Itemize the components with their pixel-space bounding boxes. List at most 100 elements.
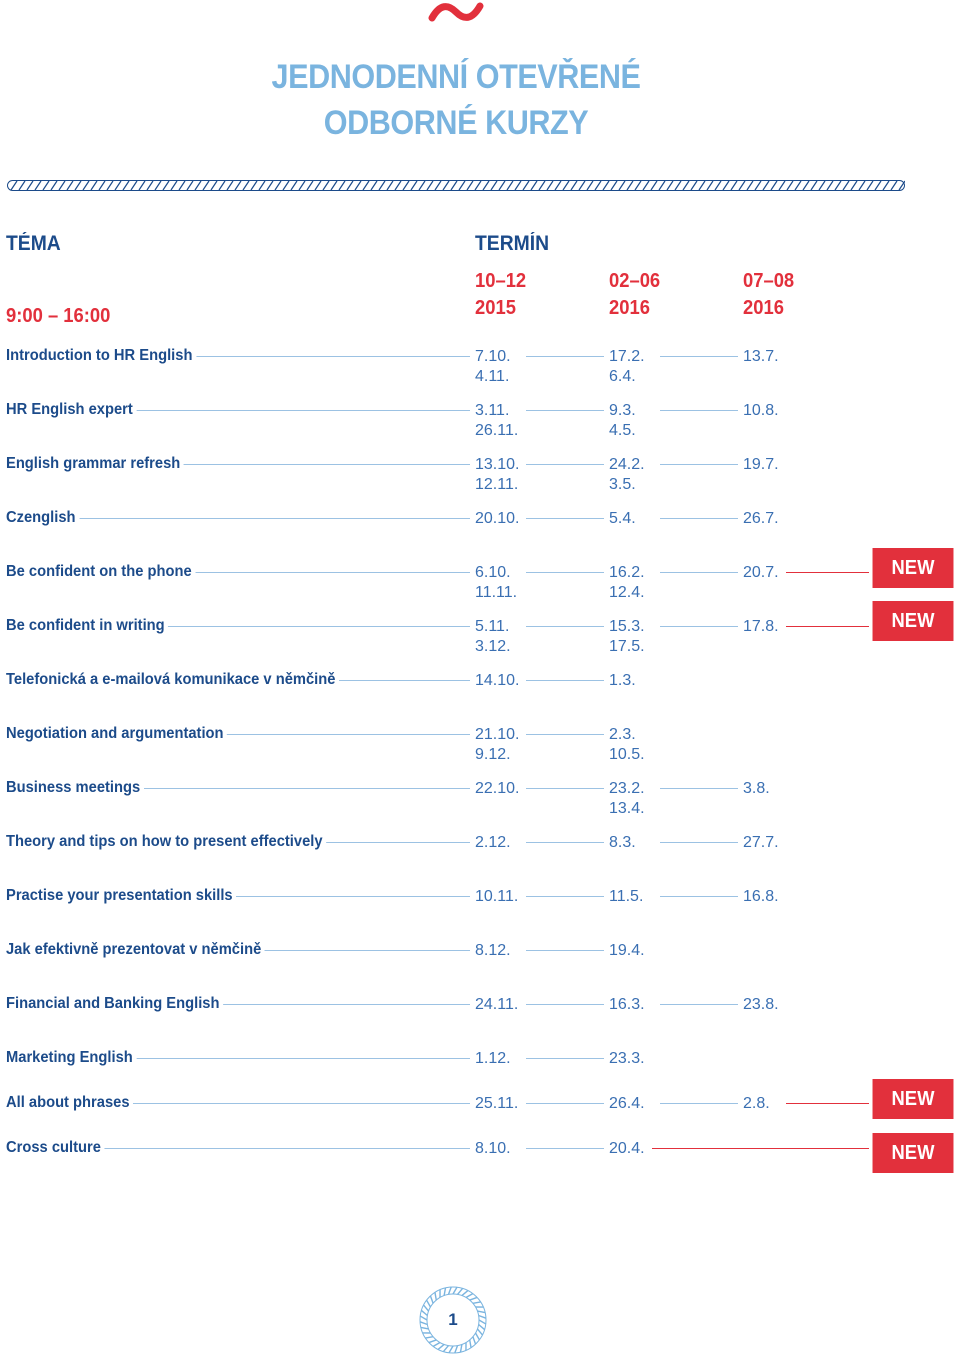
- course-date-3: 20.7.: [743, 564, 779, 581]
- rope-circle-icon: [419, 1286, 487, 1354]
- new-badge: NEW: [872, 548, 954, 588]
- course-date-1: 8.12.: [475, 942, 511, 959]
- time-label: 9:00 – 16:00: [6, 305, 111, 327]
- tilde-ornament: [428, 2, 484, 22]
- course-name: Jak efektivně prezentovat v němčině: [6, 941, 265, 959]
- course-date-1: 14.10.: [475, 672, 520, 689]
- leader-line: [176, 464, 470, 465]
- course-date-1: 1.12.: [475, 1050, 511, 1067]
- leader-line: [526, 950, 604, 951]
- course-name: Practise your presentation skills: [6, 887, 237, 905]
- leader-line: [660, 518, 738, 519]
- course-date-1: 10.11.: [475, 888, 519, 905]
- course-row: Negotiation and argumentation 21.10. 9.12…: [0, 725, 960, 769]
- course-date-1: 3.11. 26.11.: [475, 402, 519, 439]
- leader-line: [786, 626, 869, 627]
- leader-line: [660, 464, 738, 465]
- leader-line: [660, 410, 738, 411]
- leader-line: [660, 356, 738, 357]
- leader-line: [526, 788, 604, 789]
- course-date-1: 5.11. 3.12.: [475, 618, 511, 655]
- period-1-range: 10–12: [475, 270, 527, 292]
- topic-header: TÉMA: [6, 232, 61, 255]
- leader-line: [214, 1004, 470, 1005]
- course-name: English grammar refresh: [6, 455, 184, 473]
- leader-line: [526, 1004, 604, 1005]
- course-row: Financial and Banking English 24.11. 16.3.…: [0, 995, 960, 1039]
- rope-divider: [7, 180, 905, 191]
- leader-line: [526, 896, 604, 897]
- course-row: Cross culture 8.10. 20.4.: [0, 1139, 960, 1183]
- leader-line: [184, 356, 470, 357]
- course-date-1: 20.10.: [475, 510, 520, 527]
- course-date-2: 8.3.: [609, 834, 636, 851]
- course-name: Czenglish: [6, 509, 80, 527]
- leader-line: [326, 680, 470, 681]
- leader-line: [652, 1148, 869, 1149]
- course-name: Introduction to HR English: [6, 347, 197, 365]
- period-3: 07–08 2016: [743, 268, 794, 322]
- leader-line: [526, 734, 604, 735]
- new-badge: NEW: [872, 1079, 954, 1119]
- course-date-2: 19.4.: [609, 942, 645, 959]
- leader-line: [76, 518, 470, 519]
- course-date-3: 10.8.: [743, 402, 779, 419]
- leader-line: [310, 842, 470, 843]
- course-row: Practise your presentation skills 10.11. 1…: [0, 887, 960, 931]
- leader-line: [226, 896, 470, 897]
- leader-line: [130, 1103, 470, 1104]
- course-date-2: 5.4.: [609, 510, 636, 527]
- course-date-1: 24.11.: [475, 996, 519, 1013]
- course-date-2: 2.3. 10.5.: [609, 726, 645, 763]
- leader-line: [526, 356, 604, 357]
- course-row: Czenglish 20.10. 5.4. 26.7.: [0, 509, 960, 553]
- period-1-year: 2015: [475, 297, 516, 319]
- course-date-3: 3.8.: [743, 780, 770, 797]
- course-row: Be confident on the phone 6.10. 11.11. 16.…: [0, 563, 960, 607]
- course-date-2: 11.5.: [609, 888, 644, 905]
- course-row: Introduction to HR English 7.10. 4.11. 17.…: [0, 347, 960, 391]
- leader-line: [660, 626, 738, 627]
- course-row: English grammar refresh 13.10. 12.11. 24.2…: [0, 455, 960, 499]
- course-date-2: 17.2. 6.4.: [609, 348, 645, 385]
- course-date-2: 23.3.: [609, 1050, 645, 1067]
- course-date-2: 1.3.: [609, 672, 636, 689]
- course-date-2: 16.3.: [609, 996, 645, 1013]
- course-name: Marketing English: [6, 1049, 137, 1067]
- course-date-1: 25.11.: [475, 1095, 519, 1112]
- course-date-2: 24.2. 3.5.: [609, 456, 645, 493]
- course-date-2: 20.4.: [609, 1140, 645, 1157]
- course-date-3: 17.8.: [743, 618, 779, 635]
- leader-line: [526, 842, 604, 843]
- course-date-2: 16.2. 12.4.: [609, 564, 645, 601]
- course-row: Be confident in writing 5.11. 3.12. 15.3. …: [0, 617, 960, 661]
- period-3-range: 07–08: [743, 270, 795, 292]
- course-date-2: 15.3. 17.5.: [609, 618, 645, 655]
- leader-line: [786, 572, 869, 573]
- course-name: Theory and tips on how to present effect…: [6, 833, 327, 851]
- leader-line: [214, 734, 470, 735]
- leader-line: [162, 626, 470, 627]
- leader-line: [130, 410, 470, 411]
- period-1: 10–12 2015: [475, 268, 526, 322]
- course-date-1: 21.10. 9.12.: [475, 726, 520, 763]
- course-name: Negotiation and argumentation: [6, 725, 228, 743]
- course-name: Business meetings: [6, 779, 144, 797]
- course-row: Telefonická a e-mailová komunikace v něm…: [0, 671, 960, 715]
- course-date-2: 23.2. 13.4.: [609, 780, 645, 817]
- course-date-1: 7.10. 4.11.: [475, 348, 511, 385]
- leader-line: [188, 572, 470, 573]
- new-badge: NEW: [872, 601, 954, 641]
- course-name: HR English expert: [6, 401, 137, 419]
- course-date-1: 22.10.: [475, 780, 520, 797]
- page-title-line1: JEDNODENNÍ OTEVŘENÉ: [271, 58, 641, 96]
- leader-line: [254, 950, 470, 951]
- page-number: 1: [448, 1310, 458, 1329]
- course-date-1: 2.12.: [475, 834, 511, 851]
- leader-line: [786, 1103, 869, 1104]
- course-date-2: 26.4.: [609, 1095, 645, 1112]
- term-header: TERMÍN: [475, 232, 550, 255]
- leader-line: [526, 464, 604, 465]
- course-date-3: 13.7.: [743, 348, 779, 365]
- course-name: Be confident on the phone: [6, 563, 196, 581]
